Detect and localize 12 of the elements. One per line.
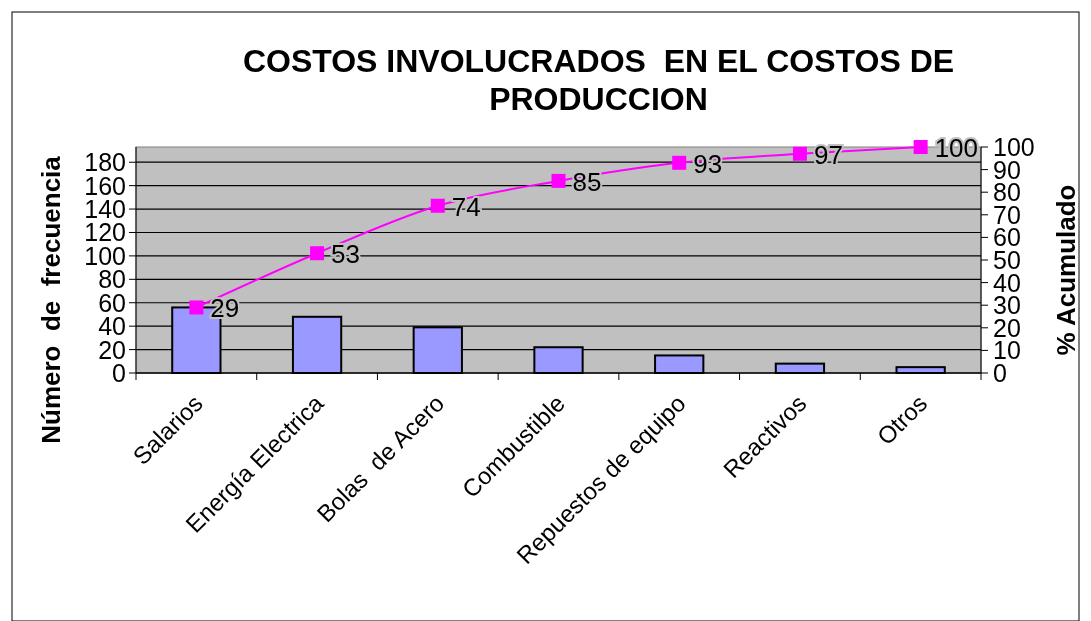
point <box>430 198 445 213</box>
data-label: 29 <box>210 293 240 324</box>
point <box>310 246 325 261</box>
data-label: 100 <box>934 133 979 163</box>
point <box>792 146 807 161</box>
y2-axis-title: % Acumulado <box>1051 184 1081 356</box>
point <box>189 300 204 315</box>
point <box>913 140 928 154</box>
point <box>672 155 687 170</box>
y-axis-title: Número de frecuencia <box>36 155 66 444</box>
chart-title: COSTOS INVOLUCRADOS EN EL COSTOS DE PRODUCCION <box>242 43 955 117</box>
point <box>551 173 566 188</box>
